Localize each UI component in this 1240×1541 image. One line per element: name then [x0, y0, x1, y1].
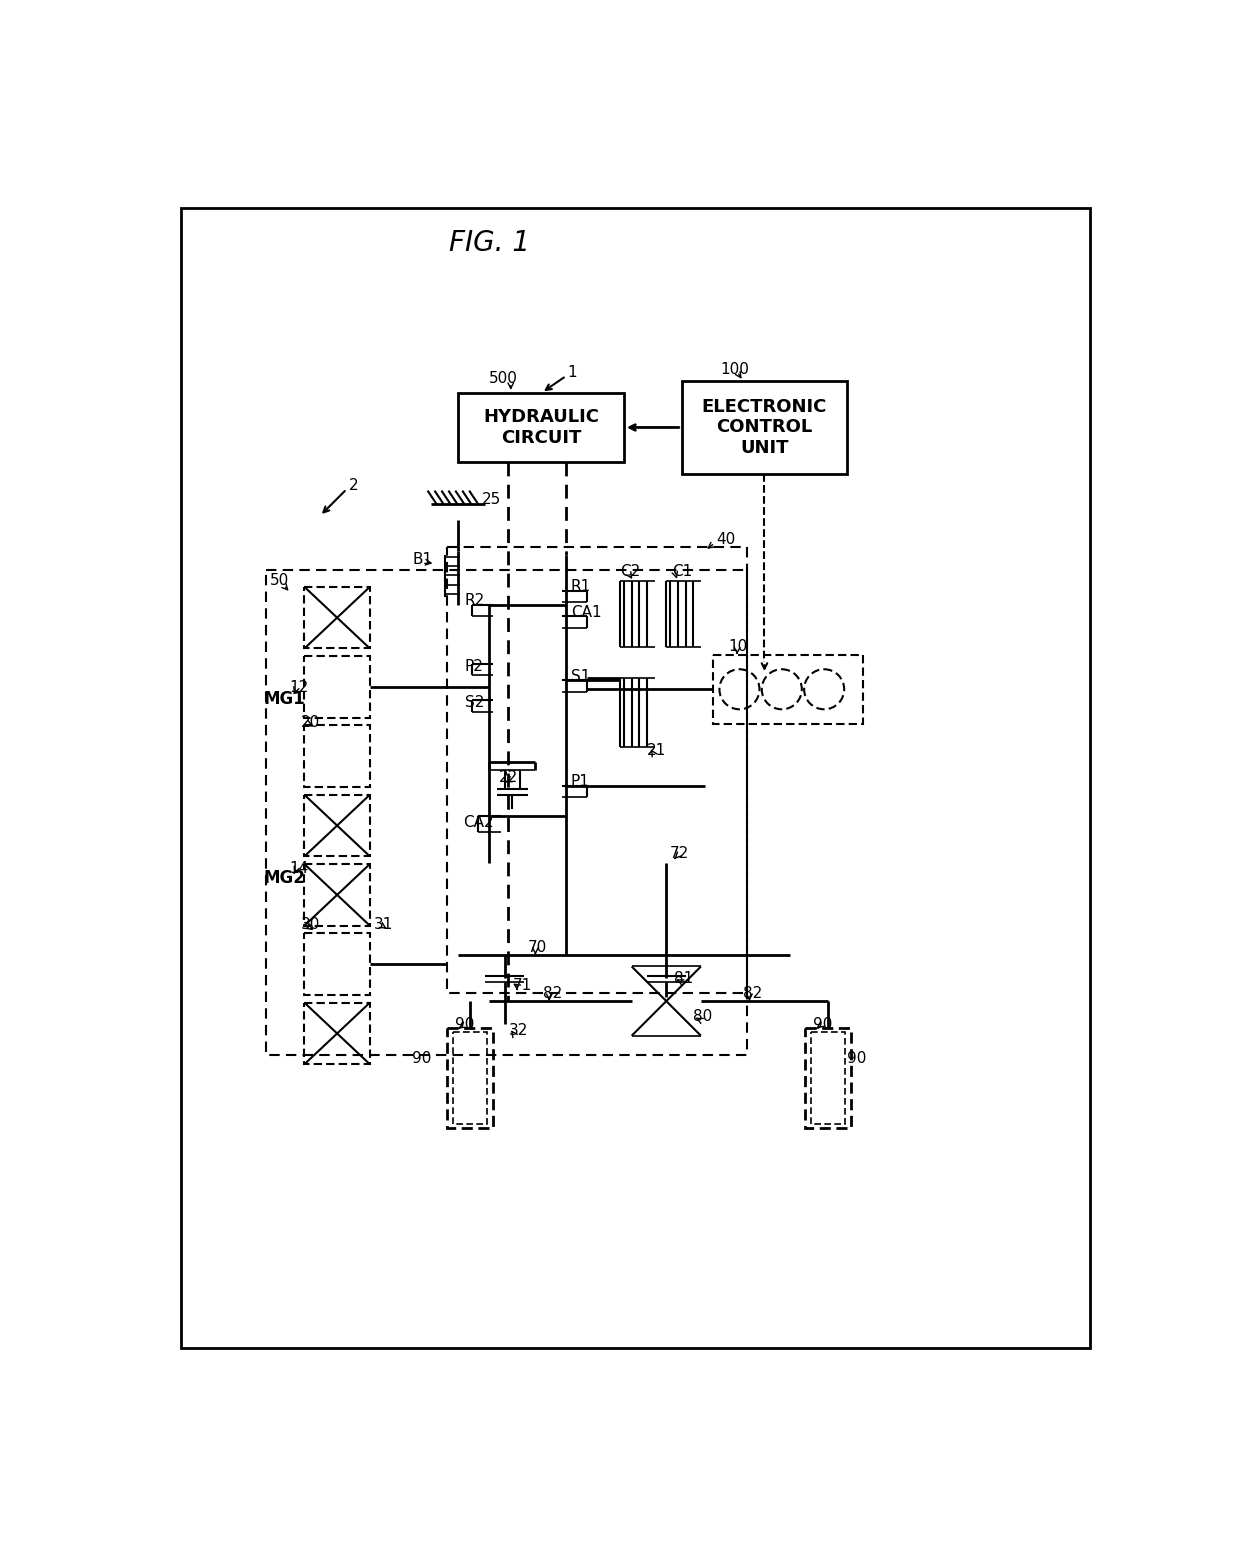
Text: 22: 22	[500, 770, 518, 786]
Bar	[304, 587, 370, 649]
Text: 82: 82	[743, 986, 763, 1002]
Text: ELECTRONIC
CONTROL
UNIT: ELECTRONIC CONTROL UNIT	[702, 398, 827, 458]
Bar	[304, 934, 370, 995]
Bar	[446, 1028, 494, 1128]
Text: 500: 500	[490, 371, 518, 387]
Bar	[304, 795, 370, 857]
Text: 10: 10	[728, 640, 748, 655]
Bar	[805, 1028, 851, 1128]
Text: MG1: MG1	[264, 690, 305, 709]
Bar	[446, 547, 748, 994]
Text: 90: 90	[847, 1051, 867, 1066]
Bar	[453, 1032, 487, 1125]
Text: S2: S2	[465, 695, 484, 710]
Text: 21: 21	[647, 743, 666, 758]
Bar	[713, 655, 863, 724]
Text: B1: B1	[412, 552, 433, 567]
Text: 1: 1	[568, 365, 578, 381]
Text: P1: P1	[570, 774, 590, 789]
Text: 70: 70	[528, 940, 547, 955]
Text: 32: 32	[510, 1023, 528, 1039]
Bar	[304, 865, 370, 926]
Text: 90: 90	[412, 1051, 432, 1066]
Text: 14: 14	[289, 861, 309, 877]
Text: 40: 40	[717, 532, 735, 547]
Text: S1: S1	[570, 669, 590, 684]
Text: MG2: MG2	[264, 869, 305, 888]
Bar	[811, 1032, 844, 1125]
Text: 25: 25	[481, 492, 501, 507]
Text: P2: P2	[465, 658, 484, 673]
Text: FIG. 1: FIG. 1	[449, 228, 529, 257]
Text: 81: 81	[675, 971, 693, 986]
Text: C1: C1	[672, 564, 693, 579]
Text: C2: C2	[620, 564, 640, 579]
Text: R1: R1	[570, 579, 591, 595]
Text: 72: 72	[670, 846, 689, 861]
Text: 82: 82	[543, 986, 563, 1002]
Text: 80: 80	[693, 1009, 713, 1025]
Bar	[459, 393, 624, 462]
Text: 90: 90	[455, 1017, 474, 1032]
Text: R2: R2	[465, 593, 485, 609]
Text: 30: 30	[300, 917, 320, 932]
Text: CA2: CA2	[463, 815, 494, 831]
Bar	[304, 726, 370, 787]
Text: 50: 50	[270, 573, 289, 589]
Bar	[304, 656, 370, 718]
Text: 90: 90	[812, 1017, 832, 1032]
Text: 12: 12	[289, 680, 309, 695]
Text: 2: 2	[350, 478, 358, 493]
Text: HYDRAULIC
CIRCUIT: HYDRAULIC CIRCUIT	[484, 408, 599, 447]
Text: 31: 31	[373, 917, 393, 932]
Bar	[682, 381, 847, 473]
Text: 100: 100	[720, 362, 749, 378]
Text: CA1: CA1	[570, 604, 601, 619]
Text: 20: 20	[300, 715, 320, 730]
Text: 71: 71	[512, 979, 532, 994]
Bar	[304, 1003, 370, 1065]
Bar	[265, 570, 748, 1056]
